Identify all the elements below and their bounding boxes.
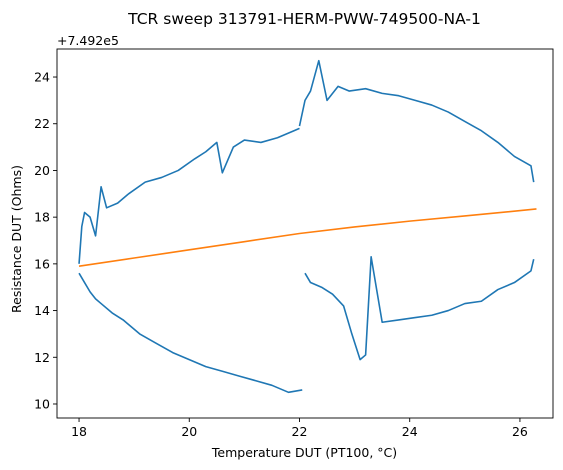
axes-frame (56, 48, 554, 419)
chart-title: TCR sweep 313791-HERM-PWW-749500-NA-1 (127, 10, 481, 28)
y-axis-ticks: 10 12 14 16 18 20 22 24 (34, 70, 57, 411)
y-tick-label: 16 (34, 256, 50, 271)
y-tick-label: 24 (34, 70, 50, 85)
series-0-line-1 (298, 59, 535, 183)
y-tick-label: 20 (34, 163, 50, 178)
y-tick-label: 14 (34, 303, 50, 318)
x-tick-label: 18 (71, 424, 87, 439)
y-offset-label: +7.492e5 (57, 33, 119, 48)
x-tick-label: 26 (512, 424, 528, 439)
series-0-line-0 (78, 127, 300, 264)
y-tick-label: 18 (34, 210, 50, 225)
series-0-line-2 (304, 256, 535, 361)
y-tick-label: 12 (34, 350, 50, 365)
y-tick-label: 22 (34, 116, 50, 131)
y-axis-label: Resistance DUT (Ohms) (9, 165, 24, 313)
x-tick-label: 22 (292, 424, 308, 439)
plot-area (78, 59, 537, 394)
series-0-line-3 (78, 272, 303, 394)
x-tick-label: 24 (402, 424, 418, 439)
x-axis-label: Temperature DUT (PT100, °C) (211, 445, 397, 460)
y-tick-label: 10 (34, 396, 50, 411)
x-tick-label: 20 (181, 424, 197, 439)
x-axis-ticks: 18 20 22 24 26 (71, 418, 528, 439)
series-1-line-0 (78, 208, 537, 267)
